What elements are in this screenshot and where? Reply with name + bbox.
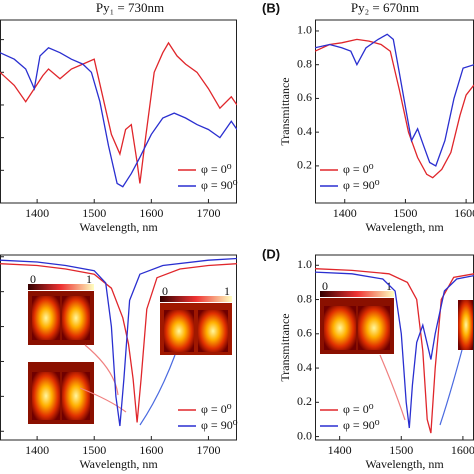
y-tick-label: 0.2: [297, 158, 312, 172]
x-tick-label: 1700: [196, 443, 220, 457]
field-map: [32, 372, 60, 420]
arrow: [379, 354, 406, 421]
legend-label: φ = 90⁰: [201, 178, 238, 192]
y-tick-label: 0.6: [297, 326, 312, 340]
plot-lines: [315, 268, 474, 434]
plot-lines: [0, 41, 237, 188]
y-tick-label: 0.2: [297, 394, 312, 408]
field-map: [198, 310, 228, 352]
series-line: [0, 47, 237, 188]
series-line: [315, 271, 474, 429]
x-tick-label: 1600: [454, 206, 474, 220]
field-map: [458, 300, 474, 350]
x-axis-label: Wavelength, nm: [365, 220, 444, 234]
colorbar: [28, 284, 94, 290]
y-tick-label: 0.4: [297, 360, 312, 374]
chart-title: Py₂ = 670nm: [351, 0, 419, 15]
x-axis-label: Wavelength, nm: [365, 457, 444, 471]
x-tick-label: 1600: [139, 206, 163, 220]
legend-label: φ = 0⁰: [201, 162, 232, 176]
colorbar-label: 0: [30, 272, 36, 286]
y-tick-label: 1.0: [297, 23, 312, 37]
colorbar: [160, 296, 232, 302]
plot-lines: [0, 257, 237, 427]
x-tick-label: 1400: [25, 443, 49, 457]
legend-label: φ = 0⁰: [343, 402, 374, 416]
colorbar: [320, 291, 394, 297]
panel-label: (B): [262, 0, 280, 15]
field-map: [164, 310, 194, 352]
insets: [28, 284, 474, 426]
y-tick-label: 0.8: [297, 56, 312, 70]
colorbar-label: 1: [86, 272, 92, 286]
x-tick-label: 1500: [393, 206, 417, 220]
series-line: [0, 263, 237, 423]
x-axis-label: Wavelength, nm: [79, 220, 158, 234]
y-tick-label: 0.6: [297, 90, 312, 104]
legend-label: φ = 90⁰: [201, 418, 238, 432]
legend-label: φ = 90⁰: [343, 178, 380, 192]
field-map: [358, 306, 390, 350]
x-tick-label: 1500: [82, 443, 106, 457]
field-map: [62, 372, 90, 420]
arrow: [79, 387, 127, 413]
y-axis-label: Transmittance: [278, 77, 292, 145]
chart-title: Py₁ = 730nm: [96, 0, 164, 15]
arrow: [84, 344, 119, 396]
field-map: [324, 306, 356, 350]
legend-label: φ = 90⁰: [343, 418, 380, 432]
x-tick-label: 1400: [333, 206, 357, 220]
colorbar-label: 0: [162, 284, 168, 298]
x-tick-label: 1400: [328, 443, 352, 457]
panel-label: (D): [262, 246, 280, 261]
plot-frame: [0, 254, 237, 441]
x-tick-label: 1700: [196, 206, 220, 220]
plot-lines: [315, 33, 474, 179]
series-line: [315, 33, 474, 167]
y-tick-label: 0.8: [297, 291, 312, 305]
legend-label: φ = 0⁰: [343, 162, 374, 176]
y-axis-label: Transmittance: [278, 313, 292, 381]
y-tick-label: 0.4: [297, 124, 312, 138]
x-tick-label: 1400: [25, 206, 49, 220]
series-line: [0, 257, 237, 427]
arrow: [139, 354, 176, 426]
field-map: [62, 296, 90, 340]
colorbar-label: 0: [322, 279, 328, 293]
arrow: [439, 349, 463, 426]
x-tick-label: 1500: [389, 443, 413, 457]
legend-label: φ = 0⁰: [201, 402, 232, 416]
series-line: [0, 41, 237, 184]
x-tick-label: 1600: [451, 443, 474, 457]
x-tick-label: 1500: [82, 206, 106, 220]
plot-frame: [0, 19, 237, 204]
field-map: [32, 296, 60, 340]
series-line: [315, 38, 474, 179]
x-axis-label: Wavelength, nm: [79, 457, 158, 471]
y-tick-label: 0.0: [297, 428, 312, 442]
x-tick-label: 1600: [139, 443, 163, 457]
colorbar-label: 1: [224, 284, 230, 298]
y-tick-label: 1.0: [297, 257, 312, 271]
